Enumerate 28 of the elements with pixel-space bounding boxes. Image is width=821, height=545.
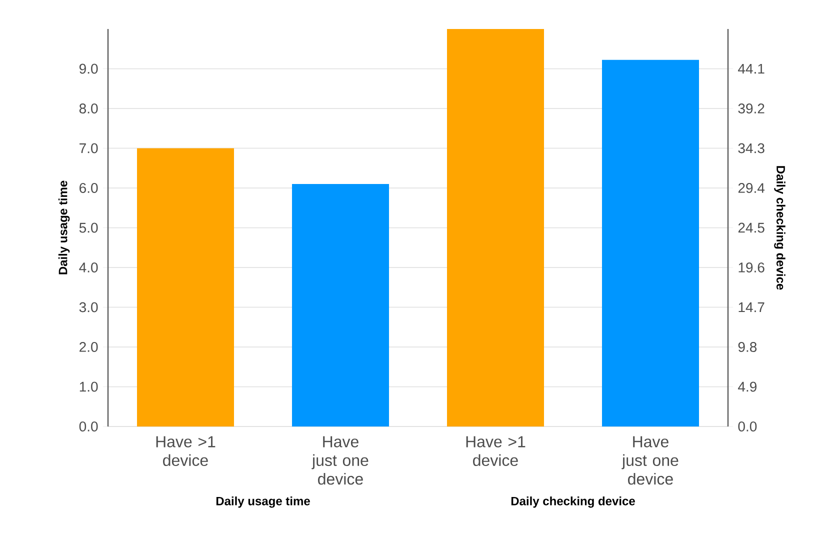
y-tick-label: 6.0 — [80, 183, 98, 193]
x-tick-label: Have just one device — [312, 436, 368, 485]
y-tick-label: 8.0 — [79, 104, 98, 114]
y-tick-label: 3.0 — [79, 302, 98, 312]
y-tick-label: 0.0 — [79, 422, 98, 432]
x-tick-label: Have just one device — [622, 436, 678, 485]
y-tick-label: 1.0 — [80, 382, 98, 392]
y2-tick-label: 9.8 — [738, 342, 757, 352]
y-tick-label: 9.0 — [79, 64, 98, 74]
y-tick-label: 5.0 — [79, 222, 98, 233]
y2-tick-label: 34.3 — [738, 143, 764, 154]
y-tick-label: 2.0 — [80, 342, 98, 352]
y-tick-label: 4.0 — [79, 262, 98, 272]
y2-tick-label: 24.5 — [738, 222, 764, 233]
y2-tick-label: 4.9 — [738, 382, 756, 392]
y-axis-title: Daily usage time — [58, 180, 70, 274]
y2-tick-label: 19.6 — [738, 262, 764, 272]
y2-tick-label: 39.2 — [738, 104, 764, 114]
y2-tick-label: 29.4 — [738, 183, 765, 193]
x-axis-title: Daily checking device — [511, 496, 635, 508]
y2-tick-label: 44.1 — [738, 64, 764, 74]
x-tick-label: Have >1 device — [156, 436, 216, 466]
x-tick-label: Have >1 device — [466, 436, 526, 466]
y2-tick-label: 0.0 — [738, 422, 757, 432]
y2-axis-title: Daily checking device — [774, 166, 786, 290]
y-tick-label: 7.0 — [80, 143, 98, 154]
y2-tick-label: 14.7 — [738, 302, 764, 312]
x-axis-title: Daily usage time — [216, 496, 310, 508]
